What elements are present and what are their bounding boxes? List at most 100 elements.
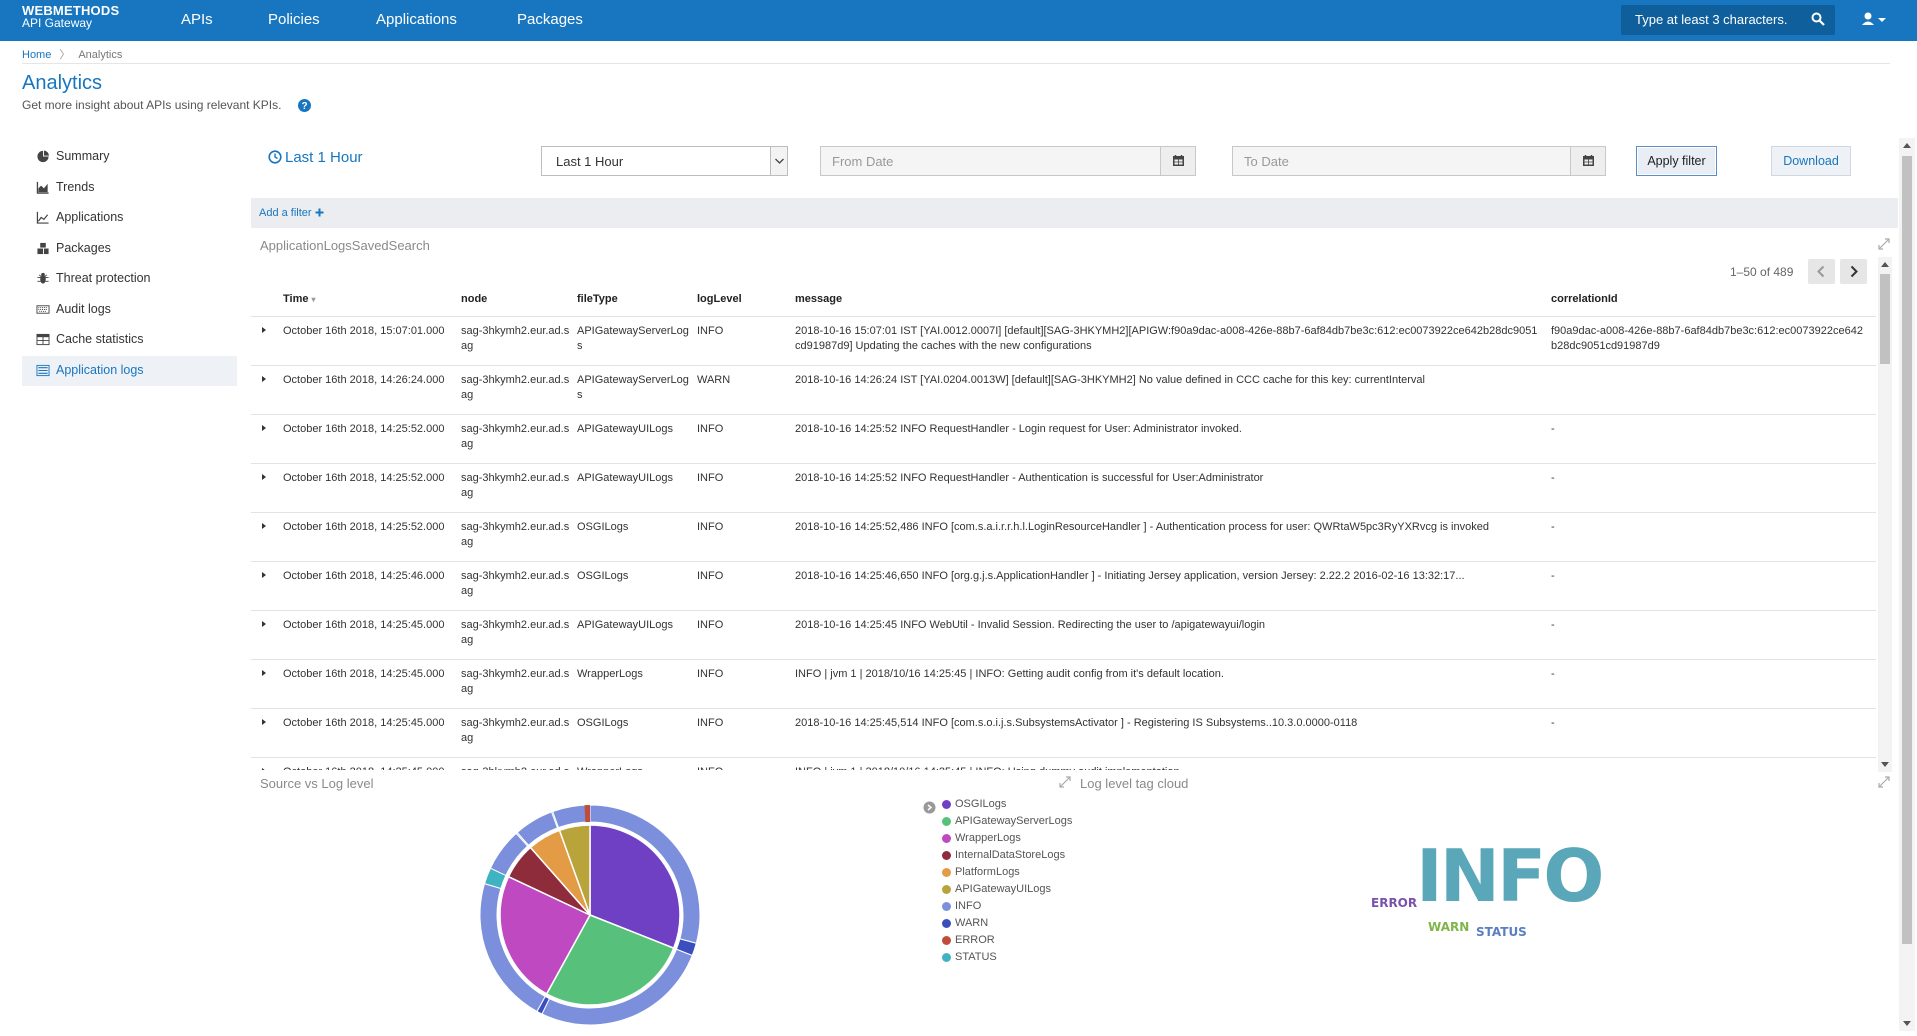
sidebar-item-cache-statistics[interactable]: Cache statistics xyxy=(22,325,237,356)
pie-ring-slice[interactable] xyxy=(584,805,590,823)
to-date-calendar-button[interactable] xyxy=(1570,147,1605,175)
legend-item[interactable]: APIGatewayUILogs xyxy=(942,882,1072,899)
legend-item[interactable]: WrapperLogs xyxy=(942,831,1072,848)
column-header-time[interactable]: Time ▾ xyxy=(283,293,316,305)
table-row[interactable]: October 16th 2018, 14:25:46.000 sag-3hkym… xyxy=(251,561,1876,610)
scroll-down-arrow[interactable] xyxy=(1903,1021,1911,1026)
from-date-input[interactable]: From Date xyxy=(820,146,1196,176)
help-icon[interactable]: ? xyxy=(298,99,311,112)
brand-logo[interactable]: WEBMETHODS API Gateway xyxy=(22,4,119,30)
cell-loglevel: INFO xyxy=(697,570,724,582)
legend-item[interactable]: InternalDataStoreLogs xyxy=(942,848,1072,865)
nav-policies[interactable]: Policies xyxy=(268,11,320,28)
expand-icon[interactable] xyxy=(1878,238,1890,250)
cubes-icon xyxy=(37,242,49,254)
table-row[interactable]: October 16th 2018, 14:25:52.000 sag-3hkym… xyxy=(251,463,1876,512)
expand-icon[interactable] xyxy=(1878,776,1890,788)
page-scrollbar-thumb[interactable] xyxy=(1902,156,1912,944)
table-row[interactable]: October 16th 2018, 14:26:24.000 sag-3hkym… xyxy=(251,365,1876,414)
pie-ring-slice[interactable] xyxy=(552,805,590,829)
scroll-up-arrow[interactable] xyxy=(1881,262,1889,267)
to-date-input[interactable]: To Date xyxy=(1232,146,1606,176)
expand-row-icon[interactable] xyxy=(262,425,266,431)
column-header-node[interactable]: node xyxy=(461,293,488,305)
expand-row-icon[interactable] xyxy=(262,670,266,676)
expand-row-icon[interactable] xyxy=(262,621,266,627)
from-date-calendar-button[interactable] xyxy=(1160,147,1195,175)
table-row[interactable]: October 16th 2018, 14:25:45.000 sag-3hkym… xyxy=(251,708,1876,757)
download-button[interactable]: Download xyxy=(1771,146,1851,176)
table-row[interactable]: October 16th 2018, 14:25:45.000 sag-3hkym… xyxy=(251,610,1876,659)
legend-item[interactable]: WARN xyxy=(942,916,1072,933)
column-header-correlationid[interactable]: correlationId xyxy=(1551,293,1618,305)
cell-correlationid: - xyxy=(1551,570,1555,582)
sidebar-item-packages[interactable]: Packages xyxy=(22,234,237,265)
table-row[interactable]: October 16th 2018, 14:25:45.000 sag-3hkym… xyxy=(251,757,1876,770)
table-row[interactable]: October 16th 2018, 14:25:52.000 sag-3hkym… xyxy=(251,512,1876,561)
cell-message: 2018-10-16 15:07:01 IST [YAI.0012.0007I]… xyxy=(795,325,1538,352)
user-menu-icon[interactable] xyxy=(1860,10,1894,30)
expand-row-icon[interactable] xyxy=(262,474,266,480)
sidebar-item-application-logs[interactable]: Application logs xyxy=(22,355,237,386)
nav-applications[interactable]: Applications xyxy=(376,11,457,28)
legend-label: APIGatewayUILogs xyxy=(955,883,1051,895)
expand-row-icon[interactable] xyxy=(262,523,266,529)
sidebar-item-audit-logs[interactable]: Audit logs xyxy=(22,295,237,326)
legend-item[interactable]: PlatformLogs xyxy=(942,865,1072,882)
legend-item[interactable]: APIGatewayServerLogs xyxy=(942,814,1072,831)
legend-label: INFO xyxy=(955,900,982,912)
tag-error[interactable]: ERROR xyxy=(1371,896,1418,910)
legend-item[interactable]: INFO xyxy=(942,899,1072,916)
column-header-loglevel[interactable]: logLevel xyxy=(697,293,742,305)
nav-apis[interactable]: APIs xyxy=(181,11,213,28)
scroll-down-arrow[interactable] xyxy=(1881,762,1889,767)
time-range-select[interactable]: Last 1 Hour xyxy=(541,146,788,176)
table-scrollbar[interactable] xyxy=(1878,257,1892,772)
expand-row-icon[interactable] xyxy=(262,572,266,578)
cell-message: INFO | jvm 1 | 2018/10/16 14:25:45 | INF… xyxy=(795,668,1224,680)
tag-warn[interactable]: WARN xyxy=(1428,920,1470,934)
expand-icon[interactable] xyxy=(1059,776,1071,788)
calendar-icon xyxy=(1583,155,1594,166)
clock-icon xyxy=(268,150,282,164)
add-filter-link[interactable]: Add a filter xyxy=(259,207,324,219)
pie-slice[interactable] xyxy=(589,824,681,950)
pie-slice[interactable] xyxy=(558,824,591,916)
prev-page-button[interactable] xyxy=(1808,259,1835,284)
sidebar-item-threat-protection[interactable]: Threat protection xyxy=(22,264,237,295)
sidebar-item-trends[interactable]: Trends xyxy=(22,173,237,204)
expand-row-icon[interactable] xyxy=(262,327,266,333)
table-row[interactable]: October 16th 2018, 15:07:01.000 sag-3hkym… xyxy=(251,316,1876,365)
line-chart-icon xyxy=(36,211,49,224)
next-page-button[interactable] xyxy=(1840,259,1867,284)
time-range-label[interactable]: Last 1 Hour xyxy=(268,149,363,166)
column-header-filetype[interactable]: fileType xyxy=(577,293,618,305)
page-scrollbar[interactable] xyxy=(1899,138,1915,1031)
cell-filetype: APIGatewayServerLogs xyxy=(577,374,689,401)
tag-status[interactable]: STATUS xyxy=(1476,925,1527,939)
table-scrollbar-thumb[interactable] xyxy=(1880,274,1890,364)
pie-slice[interactable] xyxy=(499,875,592,995)
table-row[interactable]: October 16th 2018, 14:25:52.000 sag-3hkym… xyxy=(251,414,1876,463)
chevron-down-icon[interactable] xyxy=(770,147,787,175)
scroll-up-arrow[interactable] xyxy=(1903,143,1911,148)
legend-toggle-icon[interactable] xyxy=(923,801,936,814)
legend-item[interactable]: ERROR xyxy=(942,933,1072,950)
global-search-input[interactable]: Type at least 3 characters. xyxy=(1621,5,1835,35)
cell-node: sag-3hkymh2.eur.ad.sag xyxy=(461,668,570,695)
nav-packages[interactable]: Packages xyxy=(517,11,583,28)
expand-row-icon[interactable] xyxy=(262,376,266,382)
expand-row-icon[interactable] xyxy=(262,719,266,725)
legend-item[interactable]: STATUS xyxy=(942,950,1072,967)
apply-filter-button[interactable]: Apply filter xyxy=(1636,146,1717,176)
sidebar-item-applications[interactable]: Applications xyxy=(22,203,237,234)
legend-item[interactable]: OSGILogs xyxy=(942,797,1072,814)
breadcrumb-home[interactable]: Home xyxy=(22,49,52,61)
table-row[interactable]: October 16th 2018, 14:25:45.000 sag-3hkym… xyxy=(251,659,1876,708)
expand-row-icon[interactable] xyxy=(262,768,266,770)
sort-icon[interactable]: ▾ xyxy=(311,295,316,304)
column-header-message[interactable]: message xyxy=(795,293,843,305)
tag-info[interactable]: INFO xyxy=(1416,834,1604,918)
sidebar-item-summary[interactable]: Summary xyxy=(22,142,237,173)
search-icon[interactable] xyxy=(1811,12,1825,26)
